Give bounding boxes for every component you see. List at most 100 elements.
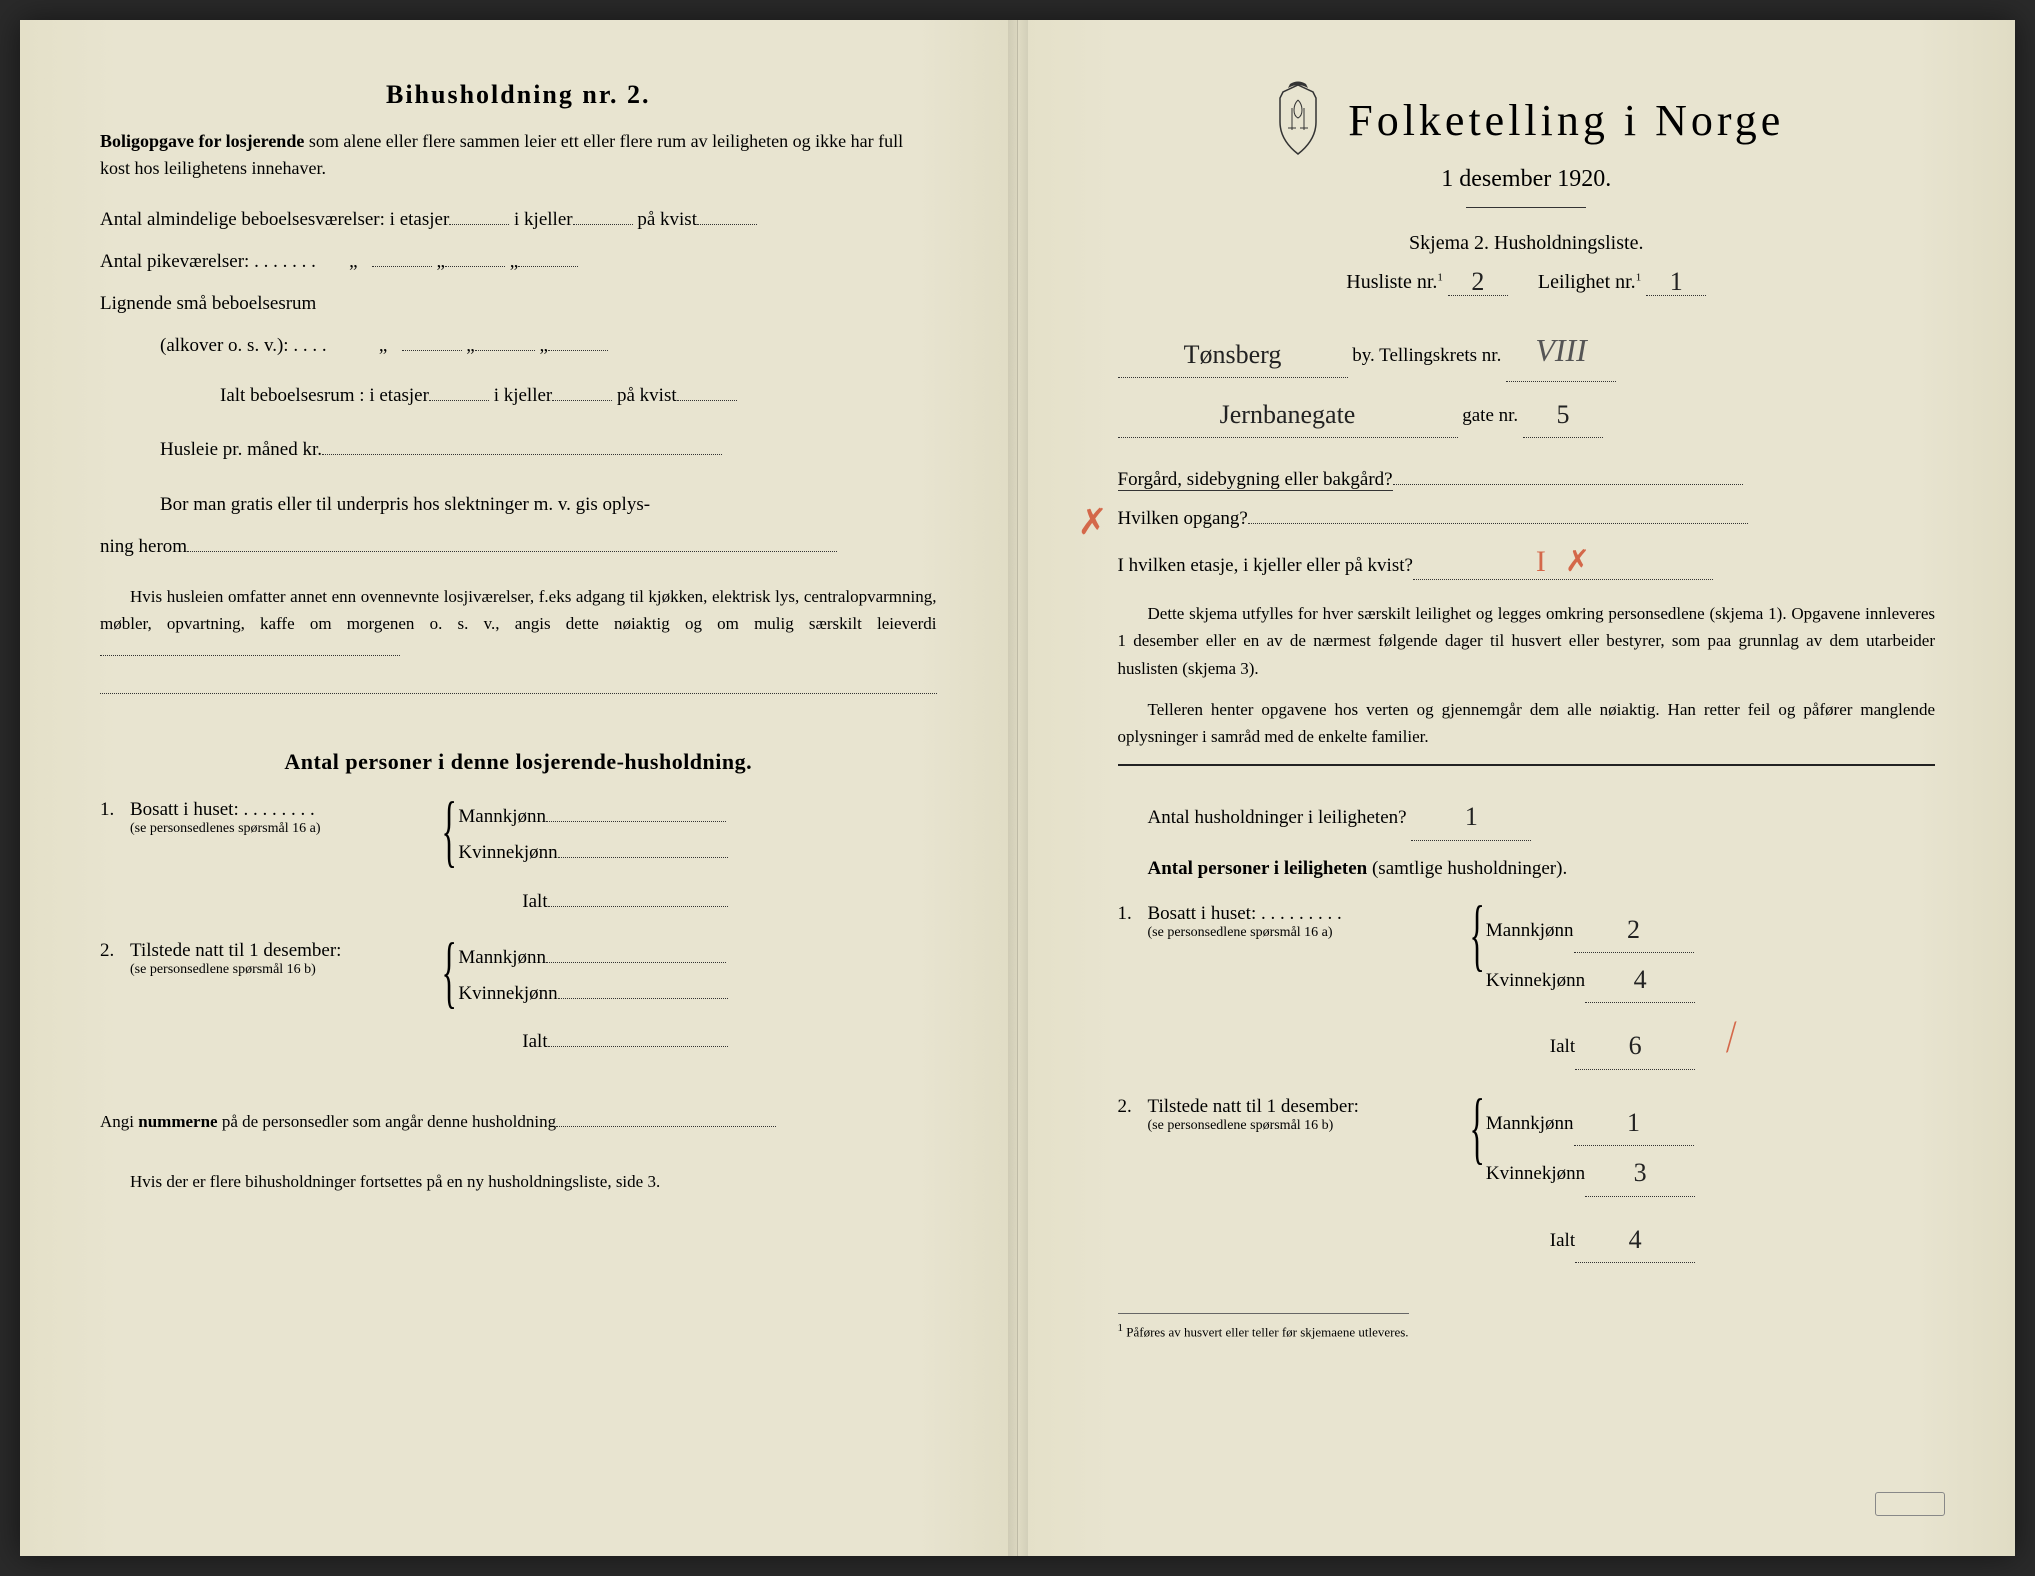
item2-sub: (se personsedlene spørsmål 16 b) [130,962,420,978]
mann-label: Mannkjønn [458,806,546,827]
q3-label: I hvilken etasje, i kjeller eller på kvi… [1118,555,1413,576]
sim-etasjer [402,332,462,351]
q1-label: Forgård, sidebygning eller bakgård? [1118,469,1393,491]
item2-label: Tilstede natt til 1 desember: [130,940,341,961]
ialt-label: Ialt [1550,1230,1575,1251]
document-spread: Bihusholdning nr. 2. Boligopgave for los… [20,20,2015,1556]
gratis-field [187,533,837,552]
brace-icon: { [1469,903,1484,1070]
intro-text: Boligopgave for losjerende som alene ell… [100,128,937,182]
q1-field [1393,466,1743,485]
item-number: 2. [100,940,130,1060]
ialt-field-1 [548,888,728,907]
para-field2 [100,678,937,694]
angi-bold: nummerne [138,1112,217,1131]
gratis-line1: Bor man gratis eller til underpris hos s… [160,487,937,523]
skjema-line: Skjema 2. Husholdningsliste. [1118,232,1936,255]
title-row: Folketelling i Norge [1118,80,1936,160]
ialt-label: Ialt [1550,1036,1575,1057]
similar-line1: Lignende små beboelsesrum [100,286,937,322]
coat-of-arms-icon [1268,80,1328,160]
brace-icon: { [442,940,457,1060]
q2-line: ✗ Hvilken opgang? [1118,505,1936,530]
r-ialt-field-2: 4 [1575,1213,1695,1263]
left-item-1: 1. Bosatt i huset: . . . . . . . . (se p… [100,799,937,919]
q3-value: I [1536,545,1546,578]
rent-label: Husleie pr. måned kr. [160,439,322,460]
antal-pers-rest: (samtlige husholdninger). [1367,858,1567,879]
para-field1 [100,639,400,656]
gate-label: gate nr. [1462,405,1518,426]
item1-sub: (se personsedlenes spørsmål 16 a) [130,821,420,837]
etasjer-field [449,206,509,225]
kvist-field [697,206,757,225]
total-kjeller [552,382,612,401]
r-item2-sub: (se personsedlene spørsmål 16 b) [1148,1118,1448,1134]
gate-nr-field: 5 [1523,388,1603,438]
total-kvist [677,382,737,401]
by-value: Tønsberg [1184,330,1282,379]
gate-nr-value: 5 [1556,390,1569,439]
sim-kjeller [475,332,535,351]
q3-x: ✗ [1565,545,1590,578]
leilighet-value: 1 [1670,267,1683,297]
r-mann-value-2: 1 [1627,1098,1640,1147]
item1-label: Bosatt i huset: . . . . . . . . [130,799,315,820]
krets-field: VIII [1506,320,1616,382]
r-item1-sub: (se personsedlene spørsmål 16 a) [1148,925,1448,941]
para-text: Hvis husleien omfatter annet enn ovennev… [100,587,937,633]
heavy-rule [1118,764,1936,766]
krets-value: VIII [1535,332,1587,368]
r-ialt-field-1: 6 ⁄ [1575,1019,1695,1069]
brace-icon: { [442,799,457,919]
antal-pers-line: Antal personer i leiligheten (samtlige h… [1148,851,1936,887]
r-kvinne-value-1: 4 [1634,955,1647,1004]
r-ialt-value-1: 6 [1629,1021,1642,1070]
antal-hush-line: Antal husholdninger i leiligheten? 1 [1148,790,1936,840]
right-page: Folketelling i Norge 1 desember 1920. Sk… [1018,20,2016,1556]
item-number: 2. [1118,1096,1148,1263]
kvinne-label: Kvinnekjønn [458,842,557,863]
leilighet-field: 1 [1646,265,1706,296]
main-title: Folketelling i Norge [1348,95,1784,146]
angi-field [556,1110,776,1127]
mann-field-2 [546,944,726,963]
left-footer: Hvis der er flere bihusholdninger fortse… [100,1172,937,1192]
rent-field [322,436,722,455]
item-number: 1. [100,799,130,919]
maid-etasjer [372,248,432,267]
ialt-field-2 [548,1028,728,1047]
ialt-label: Ialt [522,891,547,912]
gratis-line2: ning herom [100,529,937,565]
gate-value: Jernbanegate [1220,390,1356,439]
left-heading: Bihusholdning nr. 2. [100,80,937,110]
mann-label: Mannkjønn [458,947,546,968]
footnote: 1 Påføres av husvert eller teller før sk… [1118,1313,1409,1340]
para-husleien: Hvis husleien omfatter annet enn ovennev… [100,583,937,665]
right-item-2: 2. Tilstede natt til 1 desember: (se per… [1118,1096,1936,1263]
sim-kvist [548,332,608,351]
by-label: by. Tellingskrets nr. [1352,345,1501,366]
q2-label: Hvilken opgang? [1118,508,1248,529]
item-number: 1. [1118,903,1148,1070]
red-x-mark: ✗ [1078,501,1108,543]
gratis-label: ning herom [100,536,187,557]
maid-rooms-line: Antal pikeværelser: . . . . . . . „ „ „ [100,244,937,280]
gate-line: Jernbanegate gate nr. 5 [1118,388,1936,438]
left-page: Bihusholdning nr. 2. Boligopgave for los… [20,20,1018,1556]
instructions-2: Telleren henter opgavene hos verten og g… [1118,696,1936,750]
husliste-field: 2 [1448,265,1508,296]
rooms-label: Antal almindelige beboelsesværelser: [100,209,385,230]
gate-field: Jernbanegate [1118,388,1458,438]
total-etasjer-label: i etasjer [369,385,429,406]
by-line: Tønsberg by. Tellingskrets nr. VIII [1118,320,1936,382]
printer-stamp [1875,1492,1945,1516]
kvist-label: på kvist [637,209,697,230]
r-item2-label: Tilstede natt til 1 desember: [1148,1096,1359,1117]
r-kvinne-value-2: 3 [1634,1148,1647,1197]
r-mann-field-1: 2 [1574,903,1694,953]
q3-field: I ✗ [1413,544,1713,580]
kvinne-field-2 [558,980,728,999]
rent-line: Husleie pr. måned kr. [160,432,937,468]
total-label: Ialt beboelsesrum : [220,385,365,406]
